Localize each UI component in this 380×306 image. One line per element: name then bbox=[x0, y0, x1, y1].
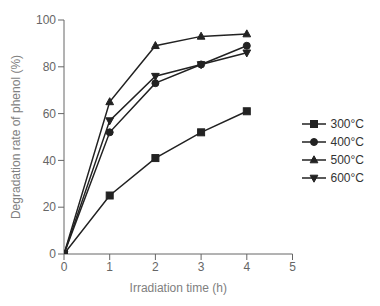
html-text:600°C: 600°C bbox=[330, 171, 364, 185]
svg-text:0: 0 bbox=[61, 260, 68, 274]
svg-text:2: 2 bbox=[152, 260, 159, 274]
svg-text:60: 60 bbox=[43, 107, 57, 121]
svg-text:100: 100 bbox=[36, 13, 56, 27]
svg-text:3: 3 bbox=[198, 260, 205, 274]
html-text:400°C: 400°C bbox=[330, 135, 364, 149]
html-text:300°C: 300°C bbox=[330, 117, 364, 131]
svg-text:80: 80 bbox=[43, 60, 57, 74]
svg-text:4: 4 bbox=[243, 260, 250, 274]
svg-text:40: 40 bbox=[43, 154, 57, 168]
svg-text:20: 20 bbox=[43, 200, 57, 214]
html-text:500°C: 500°C bbox=[330, 153, 364, 167]
svg-text:1: 1 bbox=[106, 260, 113, 274]
svg-text:Degradation rate of phenol (%): Degradation rate of phenol (%) bbox=[9, 55, 23, 219]
svg-text:Irradiation time (h): Irradiation time (h) bbox=[130, 281, 227, 295]
svg-text:0: 0 bbox=[49, 247, 56, 261]
svg-text:5: 5 bbox=[289, 260, 296, 274]
